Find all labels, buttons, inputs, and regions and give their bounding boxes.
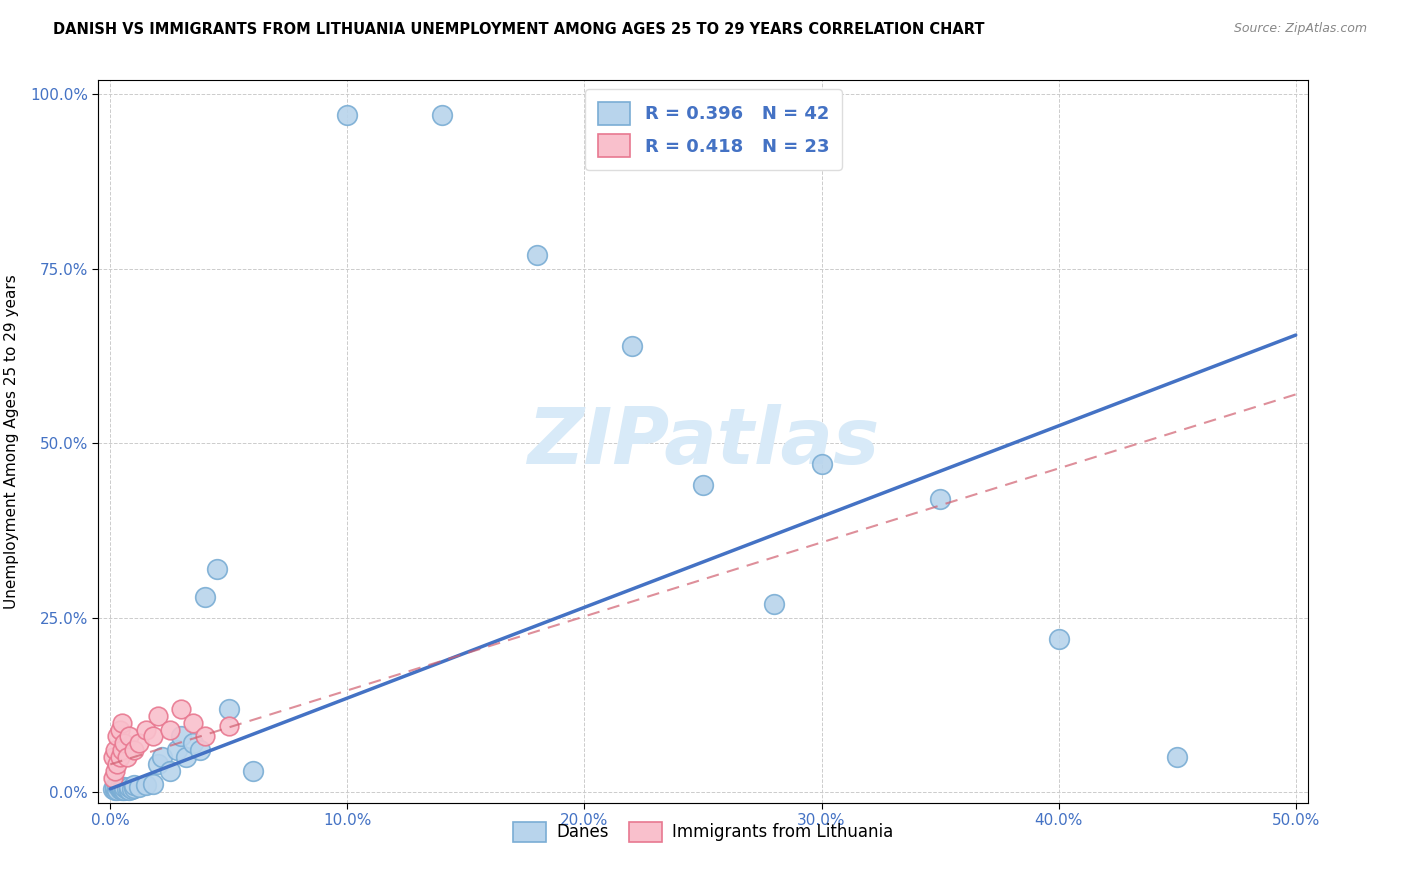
- Point: [114, 736, 136, 750]
- Point: [146, 757, 169, 772]
- Point: [121, 781, 143, 796]
- Point: [128, 736, 150, 750]
- Point: [194, 590, 217, 604]
- Point: [692, 478, 714, 492]
- Point: [108, 723, 131, 737]
- Point: [135, 778, 157, 792]
- Point: [104, 743, 127, 757]
- Point: [218, 701, 240, 715]
- Point: [190, 743, 212, 757]
- Point: [111, 715, 134, 730]
- Point: [170, 730, 193, 744]
- Point: [118, 782, 141, 797]
- Point: [105, 782, 128, 797]
- Point: [152, 750, 174, 764]
- Point: [104, 780, 127, 794]
- Point: [118, 730, 141, 744]
- Point: [128, 780, 150, 794]
- Point: [101, 750, 124, 764]
- Point: [763, 597, 786, 611]
- Point: [111, 783, 134, 797]
- Text: ZIPatlas: ZIPatlas: [527, 403, 879, 480]
- Point: [205, 562, 228, 576]
- Point: [146, 708, 169, 723]
- Point: [166, 743, 188, 757]
- Point: [104, 764, 127, 779]
- Y-axis label: Unemployment Among Ages 25 to 29 years: Unemployment Among Ages 25 to 29 years: [4, 274, 18, 609]
- Point: [108, 781, 131, 796]
- Point: [336, 108, 359, 122]
- Text: Source: ZipAtlas.com: Source: ZipAtlas.com: [1233, 22, 1367, 36]
- Point: [135, 723, 157, 737]
- Point: [620, 338, 643, 352]
- Point: [105, 757, 128, 772]
- Point: [122, 781, 145, 796]
- Point: [108, 750, 131, 764]
- Point: [105, 778, 128, 792]
- Point: [929, 492, 952, 507]
- Point: [114, 782, 136, 797]
- Point: [181, 715, 204, 730]
- Point: [114, 780, 136, 794]
- Point: [194, 730, 217, 744]
- Point: [432, 108, 454, 122]
- Point: [181, 736, 204, 750]
- Point: [111, 743, 134, 757]
- Point: [170, 701, 193, 715]
- Text: DANISH VS IMMIGRANTS FROM LITHUANIA UNEMPLOYMENT AMONG AGES 25 TO 29 YEARS CORRE: DANISH VS IMMIGRANTS FROM LITHUANIA UNEM…: [53, 22, 986, 37]
- Point: [218, 719, 240, 733]
- Legend: Danes, Immigrants from Lithuania: Danes, Immigrants from Lithuania: [506, 815, 900, 848]
- Point: [159, 764, 181, 779]
- Point: [526, 248, 548, 262]
- Point: [105, 730, 128, 744]
- Point: [115, 750, 138, 764]
- Point: [108, 780, 131, 795]
- Point: [142, 730, 165, 744]
- Point: [159, 723, 181, 737]
- Point: [101, 781, 124, 796]
- Point: [122, 743, 145, 757]
- Point: [1166, 750, 1188, 764]
- Point: [122, 778, 145, 792]
- Point: [118, 780, 141, 795]
- Point: [1047, 632, 1070, 646]
- Point: [174, 750, 197, 764]
- Point: [242, 764, 264, 779]
- Point: [111, 781, 134, 796]
- Point: [810, 457, 832, 471]
- Point: [101, 772, 124, 786]
- Point: [104, 783, 127, 797]
- Point: [142, 777, 165, 791]
- Point: [115, 781, 138, 796]
